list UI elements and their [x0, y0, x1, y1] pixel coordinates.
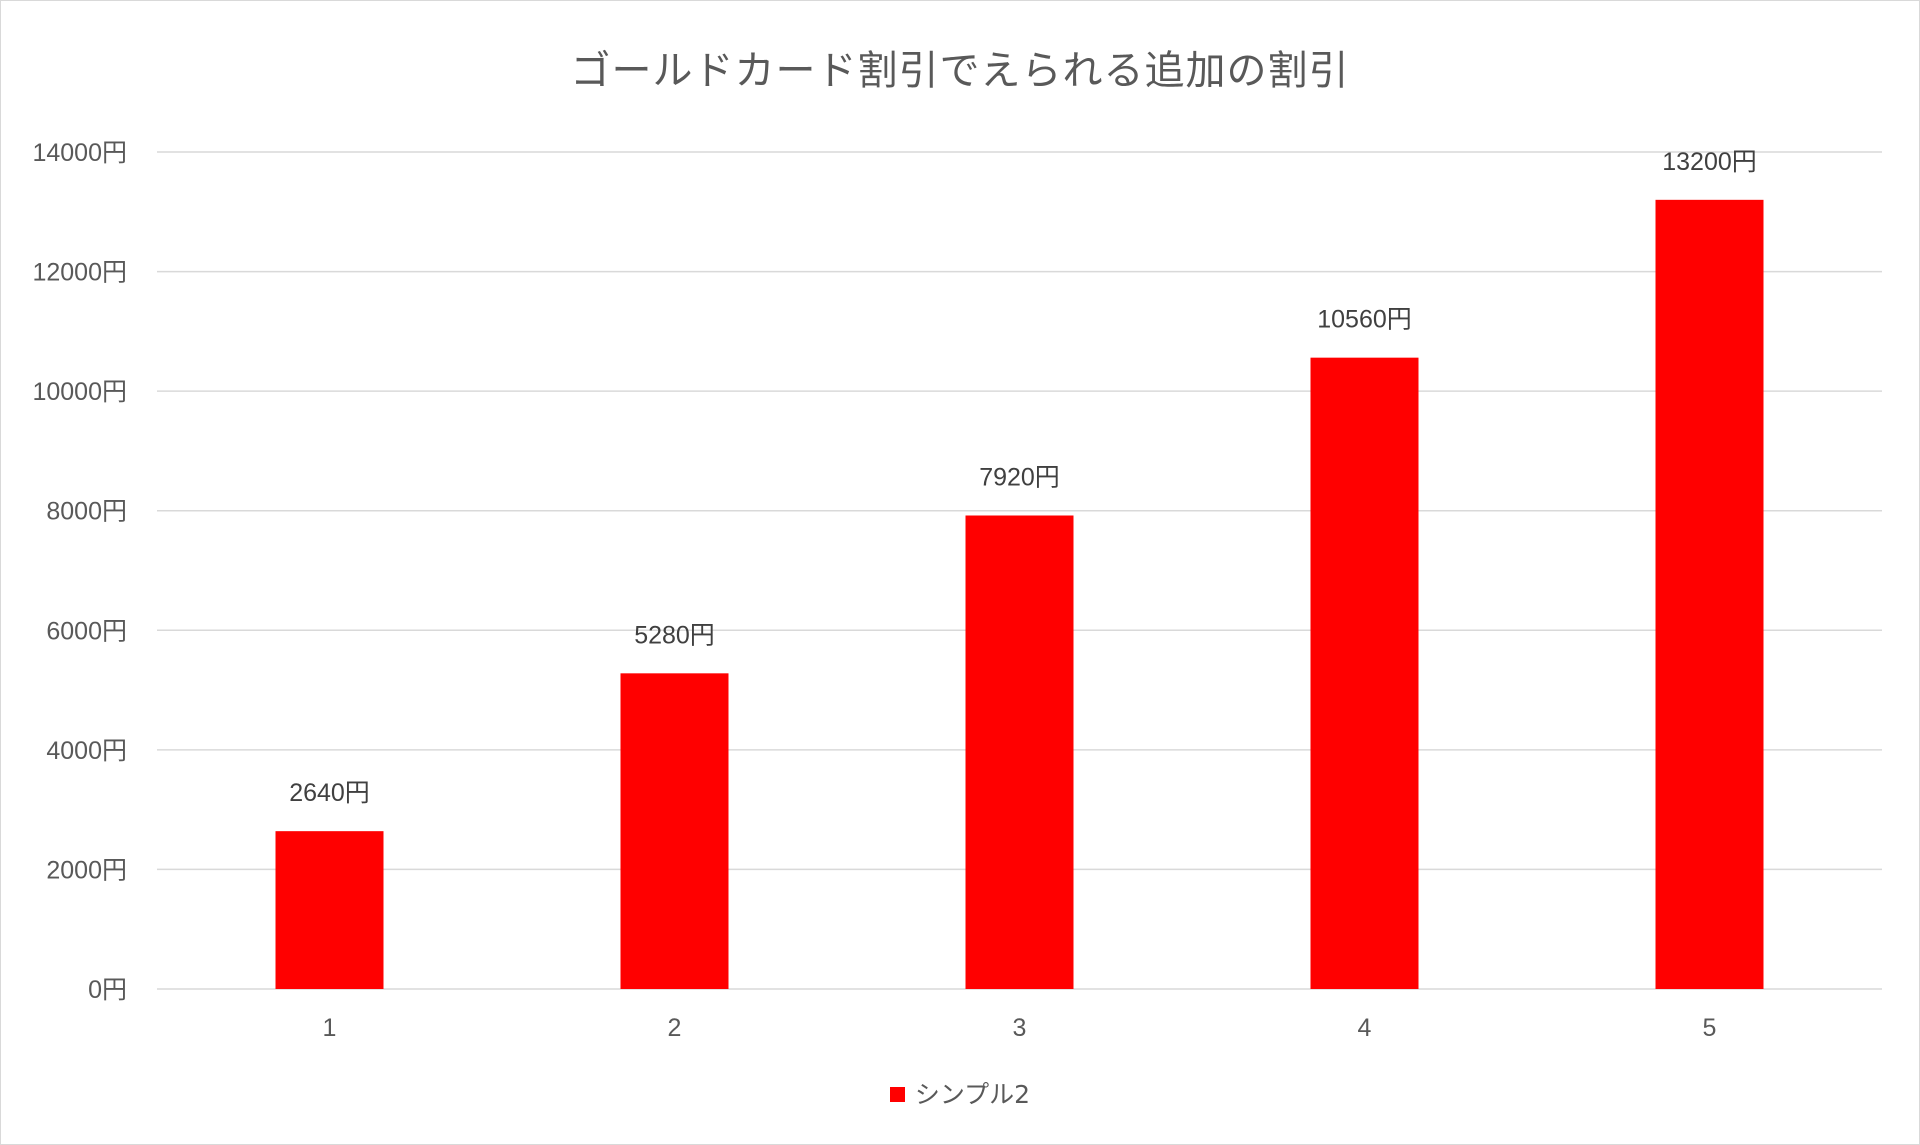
x-tick-label: 2 — [668, 1014, 682, 1042]
x-tick-label: 5 — [1703, 1014, 1717, 1042]
data-label: 5280円 — [634, 621, 715, 649]
y-tick-label: 2000円 — [46, 856, 127, 884]
legend-swatch — [889, 1086, 905, 1102]
chart-title: ゴールドカード割引でえられる追加の割引 — [570, 48, 1350, 94]
x-tick-label: 1 — [323, 1014, 337, 1042]
y-tick-label: 6000円 — [46, 617, 127, 645]
bar — [620, 673, 729, 989]
data-label: 13200円 — [1662, 148, 1757, 176]
bar — [275, 831, 384, 989]
y-tick-label: 0円 — [88, 976, 127, 1004]
bars — [275, 199, 1764, 990]
x-axis-tick-labels: 1 2 3 4 5 — [323, 1014, 1717, 1042]
y-tick-label: 10000円 — [32, 378, 127, 406]
x-tick-label: 4 — [1358, 1014, 1372, 1042]
y-tick-label: 14000円 — [32, 139, 127, 167]
data-labels: 2640円 5280円 7920円 10560円 13200円 — [289, 148, 1757, 807]
y-tick-label: 12000円 — [32, 259, 127, 287]
data-label: 2640円 — [289, 779, 370, 807]
x-tick-label: 3 — [1013, 1014, 1027, 1042]
y-tick-label: 4000円 — [46, 737, 127, 765]
bar — [965, 515, 1074, 989]
y-axis-tick-labels: 0円 2000円 4000円 6000円 8000円 10000円 12000円 14000円 — [32, 139, 127, 1004]
legend: シンプル2 — [0, 1075, 1920, 1111]
data-label: 7920円 — [979, 463, 1060, 491]
data-label: 10560円 — [1317, 306, 1412, 334]
bar — [1310, 357, 1419, 990]
bar — [1655, 199, 1764, 990]
y-tick-label: 8000円 — [46, 498, 127, 526]
legend-label: シンプル2 — [914, 1080, 1031, 1109]
